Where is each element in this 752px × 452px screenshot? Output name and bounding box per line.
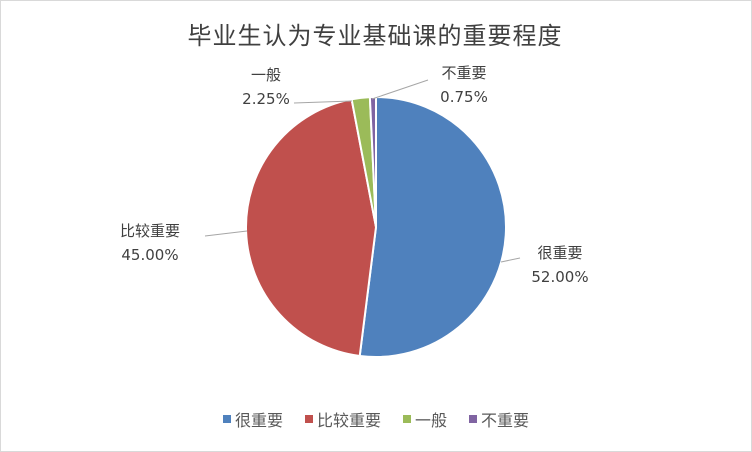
data-label-category-average: 一般 (251, 66, 281, 84)
data-label-value-not-important: 0.75% (440, 88, 488, 106)
pie-slice-not-important (368, 95, 377, 228)
pie-slices (245, 95, 507, 358)
legend-swatch-very-important (222, 415, 231, 423)
legend-item-not-important: 不重要 (469, 407, 529, 431)
legend-swatch-not-important (469, 415, 478, 423)
leader-line-not-important (371, 79, 429, 100)
data-label-category-not-important: 不重要 (441, 64, 486, 82)
pie-slice-fairly-important (245, 98, 378, 358)
legend-label-very-important: 很重要 (234, 411, 283, 430)
chart-title: 毕业生认为专业基础课的重要程度 (187, 22, 563, 50)
legend-label-average: 一般 (415, 411, 448, 430)
data-labels: 很重要 52.00% 比较重要 45.00% 一般 2.25% 不重要 0.75% (120, 64, 589, 286)
leader-line-average (293, 100, 353, 104)
data-label-category-very-important: 很重要 (537, 244, 582, 262)
legend-item-average: 一般 (403, 407, 447, 431)
legend-swatch-fairly-important (304, 415, 313, 423)
legend-label-fairly-important: 比较重要 (316, 411, 381, 430)
leader-lines (204, 79, 521, 263)
legend-item-fairly-important: 比较重要 (304, 407, 381, 431)
data-label-value-fairly-important: 45.00% (121, 246, 178, 264)
legend: 很重要 比较重要 一般 不重要 (0, 407, 752, 431)
legend-item-very-important: 很重要 (222, 407, 283, 431)
data-label-category-fairly-important: 比较重要 (120, 222, 180, 240)
leader-line-very-important (500, 257, 521, 263)
data-label-value-very-important: 52.00% (531, 268, 588, 286)
data-label-value-average: 2.25% (242, 90, 290, 108)
leader-line-fairly-important (204, 230, 248, 237)
legend-label-not-important: 不重要 (481, 411, 530, 430)
pie-slice-very-important (358, 95, 507, 358)
legend-swatch-average (403, 415, 411, 423)
